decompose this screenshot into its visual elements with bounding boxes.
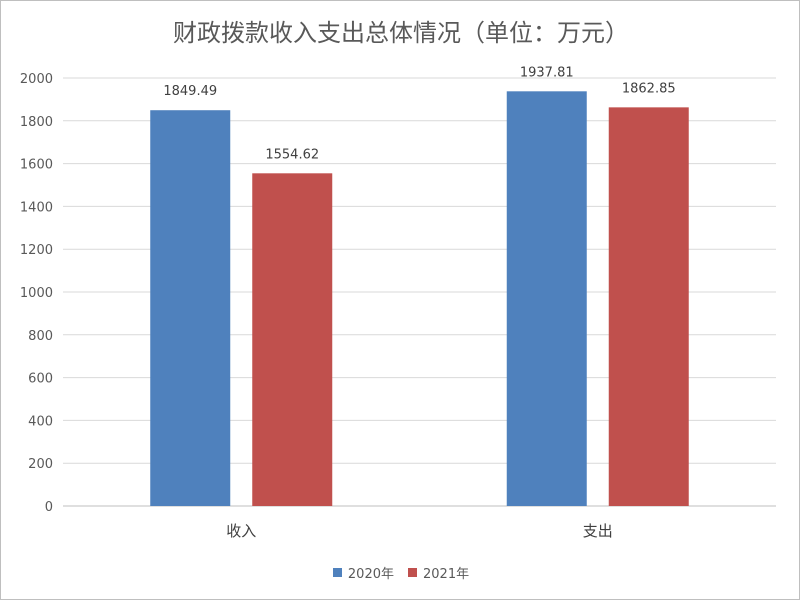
bar-2020年-支出 xyxy=(506,91,587,507)
y-tick-label: 1800 xyxy=(20,115,53,130)
legend-item-2020: 2020年 xyxy=(332,563,394,582)
x-category-label: 支出 xyxy=(583,522,613,540)
legend-swatch-2021 xyxy=(408,568,417,577)
data-label: 1937.81 xyxy=(520,65,574,80)
data-labels: 1849.49 1554.62 1937.81 1862.85 xyxy=(163,65,675,162)
y-tick-label: 600 xyxy=(28,372,53,387)
legend-item-2021: 2021年 xyxy=(408,563,469,582)
x-axis: 收入 支出 xyxy=(226,522,613,540)
x-category-label: 收入 xyxy=(226,522,256,540)
y-tick-label: 200 xyxy=(28,457,53,472)
y-tick-label: 800 xyxy=(28,329,53,344)
legend-swatch-2020 xyxy=(332,568,342,577)
y-tick-label: 1000 xyxy=(20,286,53,301)
y-tick-label: 1200 xyxy=(20,243,53,258)
bar-2020年-收入 xyxy=(150,110,231,506)
data-label: 1862.85 xyxy=(622,81,676,96)
legend-label-2021: 2021年 xyxy=(423,567,470,582)
legend-label-2020: 2020年 xyxy=(347,567,394,582)
y-tick-label: 1400 xyxy=(20,200,53,215)
legend: 2020年 2021年 xyxy=(1,563,800,582)
data-label: 1554.62 xyxy=(265,147,319,162)
y-tick-label: 2000 xyxy=(20,72,53,87)
chart-title: 财政拨款收入支出总体情况（单位：万元） xyxy=(173,19,629,47)
bar-2021年-支出 xyxy=(608,107,689,506)
data-label: 1849.49 xyxy=(163,84,217,99)
bars xyxy=(150,91,689,507)
y-tick-label: 400 xyxy=(28,414,53,429)
y-tick-label: 1600 xyxy=(20,158,53,173)
y-axis: 0 200 400 600 800 1000 1200 1400 1600 1800 2000 xyxy=(20,72,53,515)
y-tick-label: 0 xyxy=(45,500,53,515)
bar-chart: 0 200 400 600 800 1000 1200 1400 1600 1800 2000 18… xyxy=(20,65,776,540)
bar-2021年-收入 xyxy=(252,173,333,506)
